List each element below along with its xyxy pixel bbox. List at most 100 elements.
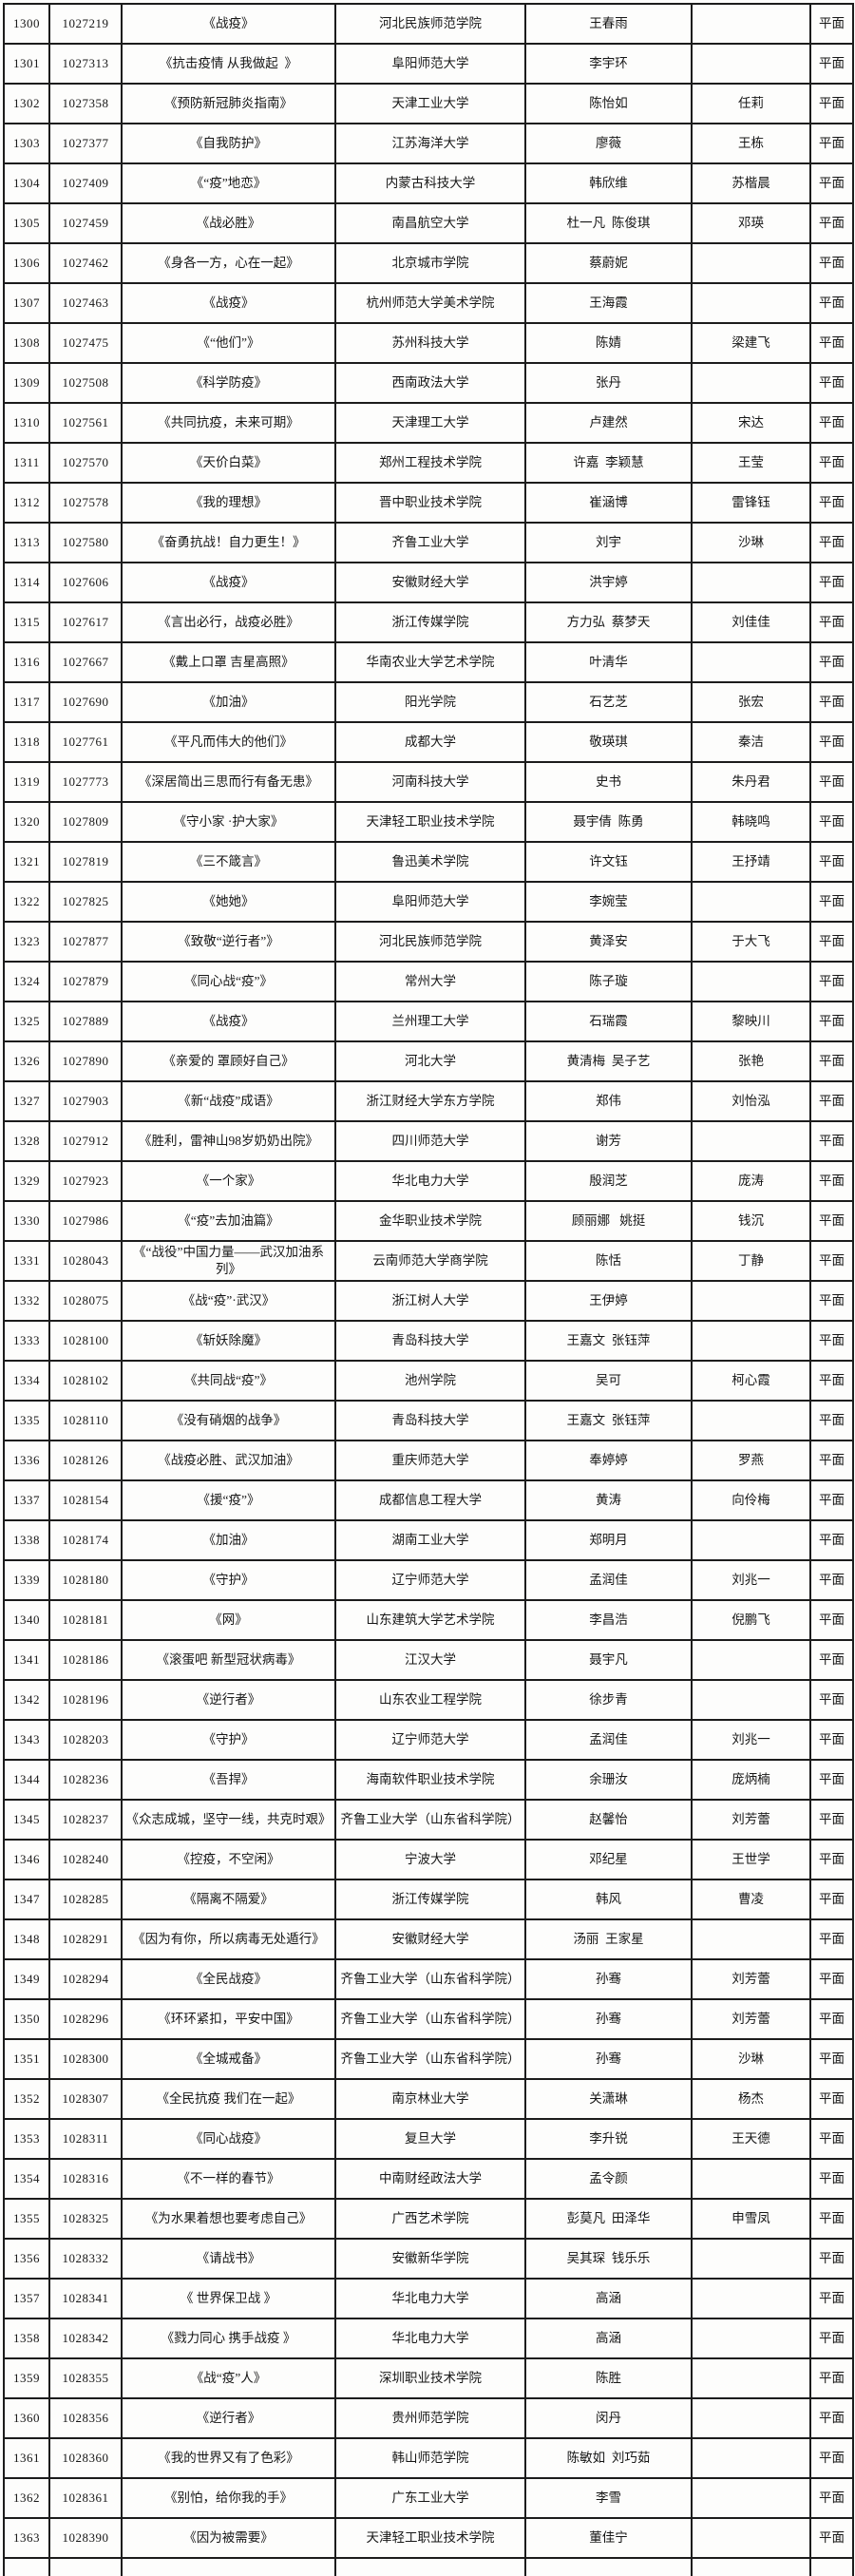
row-number-cell: 1303 (3, 123, 50, 164)
table-row: 1330 1027986 《“疫”去加油篇》 金华职业技术学院 顾丽娜 姚挺 钱… (3, 1200, 854, 1242)
table-row: 1356 1028332 《请战书》 安徽新华学院 吴其琛 钱乐乐 平面 (3, 2238, 854, 2280)
category-cell: 平面 (809, 921, 854, 963)
title-cell: 《环环紧扣，平安中国》 (121, 1998, 336, 2040)
title-cell: 《全城戒备》 (121, 2038, 336, 2080)
entry-id-cell: 1028291 (48, 1918, 123, 1960)
table-row: 1326 1027890 《亲爱的 罩顾好自己》 河北大学 黄清梅 吴子艺 张艳… (3, 1040, 854, 1082)
table-row: 1312 1027578 《我的理想》 晋中职业技术学院 崔涵博 雷锋钰 平面 (3, 482, 854, 524)
advisor-cell: 倪鹏飞 (691, 1599, 811, 1641)
title-cell: 《科学防疫》 (121, 362, 336, 404)
category-cell (809, 2557, 854, 2576)
authors-cell: 孙骞 (524, 1958, 693, 2000)
row-number-cell: 1355 (3, 2198, 50, 2240)
category-cell: 平面 (809, 522, 854, 563)
school-cell: 天津轻工职业技术学院 (334, 801, 526, 843)
authors-cell: 陈胜 (524, 2357, 693, 2399)
table-row: 1303 1027377 《自我防护》 江苏海洋大学 廖薇 王栋 平面 (3, 123, 854, 164)
title-cell: 《抗击疫情 从我做起 》 (121, 43, 336, 85)
advisor-cell: 朱丹君 (691, 761, 811, 803)
school-cell: 天津工业大学 (334, 83, 526, 124)
table-row: 1315 1027617 《言出必行，战疫必胜》 浙江传媒学院 方力弘 蔡梦天 … (3, 601, 854, 643)
category-cell: 平面 (809, 43, 854, 85)
category-cell: 平面 (809, 2517, 854, 2559)
authors-cell: 高涵 (524, 2318, 693, 2359)
title-cell: 《战“疫”人》 (121, 2357, 336, 2399)
title-cell: 《“疫”地恋》 (121, 162, 336, 204)
table-row: 1331 1028043 《“战役”中国力量——武汉加油系列》 云南师范大学商学… (3, 1240, 854, 1282)
table-row: 1302 1027358 《预防新冠肺炎指南》 天津工业大学 陈怡如 任莉 平面 (3, 83, 854, 124)
category-cell: 平面 (809, 1400, 854, 1441)
row-number-cell: 1307 (3, 282, 50, 324)
authors-cell: 韩风 (524, 1879, 693, 1920)
authors-cell: 王海霞 (524, 282, 693, 324)
table-row: 1351 1028300 《全城戒备》 齐鲁工业大学（山东省科学院） 孙骞 沙琳… (3, 2038, 854, 2080)
row-number-cell: 1340 (3, 1599, 50, 1641)
advisor-cell (691, 641, 811, 683)
title-cell: 《加油》 (121, 681, 336, 723)
category-cell: 平面 (809, 2078, 854, 2120)
school-cell: 河北民族师范学院 (334, 921, 526, 963)
entry-id-cell: 1027561 (48, 402, 123, 444)
title-cell: 《不一样的春节》 (121, 2158, 336, 2200)
table-row: 1352 1028307 《全民抗疫 我们在一起》 南京林业大学 关潇琳 杨杰 … (3, 2078, 854, 2120)
entry-id-cell: 1027889 (48, 1001, 123, 1042)
title-cell: 《深居简出三思而行有备无患》 (121, 761, 336, 803)
entry-id-cell: 1027890 (48, 1040, 123, 1082)
authors-cell: 吴可 (524, 1360, 693, 1402)
entry-id-cell: 1028300 (48, 2038, 123, 2080)
advisor-cell (691, 2238, 811, 2280)
row-number-cell: 1327 (3, 1080, 50, 1122)
entry-id-cell: 1027462 (48, 242, 123, 284)
school-cell: 华北电力大学 (334, 2318, 526, 2359)
school-cell (334, 2557, 526, 2576)
title-cell: 《战“疫”·武汉》 (121, 1280, 336, 1322)
category-cell: 平面 (809, 2278, 854, 2319)
entry-id-cell: 1028102 (48, 1360, 123, 1402)
row-number-cell: 1319 (3, 761, 50, 803)
title-cell: 《共同战“疫”》 (121, 1360, 336, 1402)
authors-cell: 廖薇 (524, 123, 693, 164)
row-number-cell (3, 2557, 50, 2576)
school-cell: 阳光学院 (334, 681, 526, 723)
entry-id-cell: 1027879 (48, 961, 123, 1002)
advisor-cell: 刘兆一 (691, 1559, 811, 1601)
advisor-cell: 黎映川 (691, 1001, 811, 1042)
entry-id-cell: 1027377 (48, 123, 123, 164)
category-cell: 平面 (809, 1799, 854, 1841)
table-row: 1348 1028291 《因为有你，所以病毒无处遁行》 安徽财经大学 汤丽 王… (3, 1918, 854, 1960)
category-cell: 平面 (809, 2397, 854, 2439)
title-cell: 《因为有你，所以病毒无处遁行》 (121, 1918, 336, 1960)
category-cell: 平面 (809, 322, 854, 364)
title-cell: 《“他们”》 (121, 322, 336, 364)
entry-id-cell: 1027409 (48, 162, 123, 204)
category-cell: 平面 (809, 83, 854, 124)
advisor-cell: 王天德 (691, 2118, 811, 2160)
school-cell: 深圳职业技术学院 (334, 2357, 526, 2399)
entry-id-cell: 1028356 (48, 2397, 123, 2439)
school-cell: 成都信息工程大学 (334, 1479, 526, 1521)
authors-cell: 陈敏如 刘巧茹 (524, 2437, 693, 2479)
entry-id-cell: 1028126 (48, 1440, 123, 1481)
row-number-cell: 1338 (3, 1519, 50, 1561)
row-number-cell: 1325 (3, 1001, 50, 1042)
authors-cell: 谢芳 (524, 1120, 693, 1162)
school-cell: 韩山师范学院 (334, 2437, 526, 2479)
advisor-cell (691, 282, 811, 324)
entry-id-cell: 1027358 (48, 83, 123, 124)
advisor-cell: 王莹 (691, 442, 811, 484)
title-cell: 《同心战“疫”》 (121, 961, 336, 1002)
row-number-cell: 1323 (3, 921, 50, 963)
advisor-cell (691, 562, 811, 603)
school-cell: 金华职业技术学院 (334, 1200, 526, 1242)
table-row: 1363 1028390 《因为被需要》 天津轻工职业技术学院 董佳宁 平面 (3, 2517, 854, 2559)
advisor-cell (691, 2477, 811, 2519)
table-row: 1359 1028355 《战“疫”人》 深圳职业技术学院 陈胜 平面 (3, 2357, 854, 2399)
category-cell: 平面 (809, 1200, 854, 1242)
authors-cell: 黄涛 (524, 1479, 693, 1521)
category-cell: 平面 (809, 2038, 854, 2080)
table-row: 1353 1028311 《同心战疫》 复旦大学 李升锐 王天德 平面 (3, 2118, 854, 2160)
category-cell: 平面 (809, 242, 854, 284)
table-row: 1334 1028102 《共同战“疫”》 池州学院 吴可 柯心霞 平面 (3, 1360, 854, 1402)
school-cell: 华南农业大学艺术学院 (334, 641, 526, 683)
row-number-cell: 1310 (3, 402, 50, 444)
